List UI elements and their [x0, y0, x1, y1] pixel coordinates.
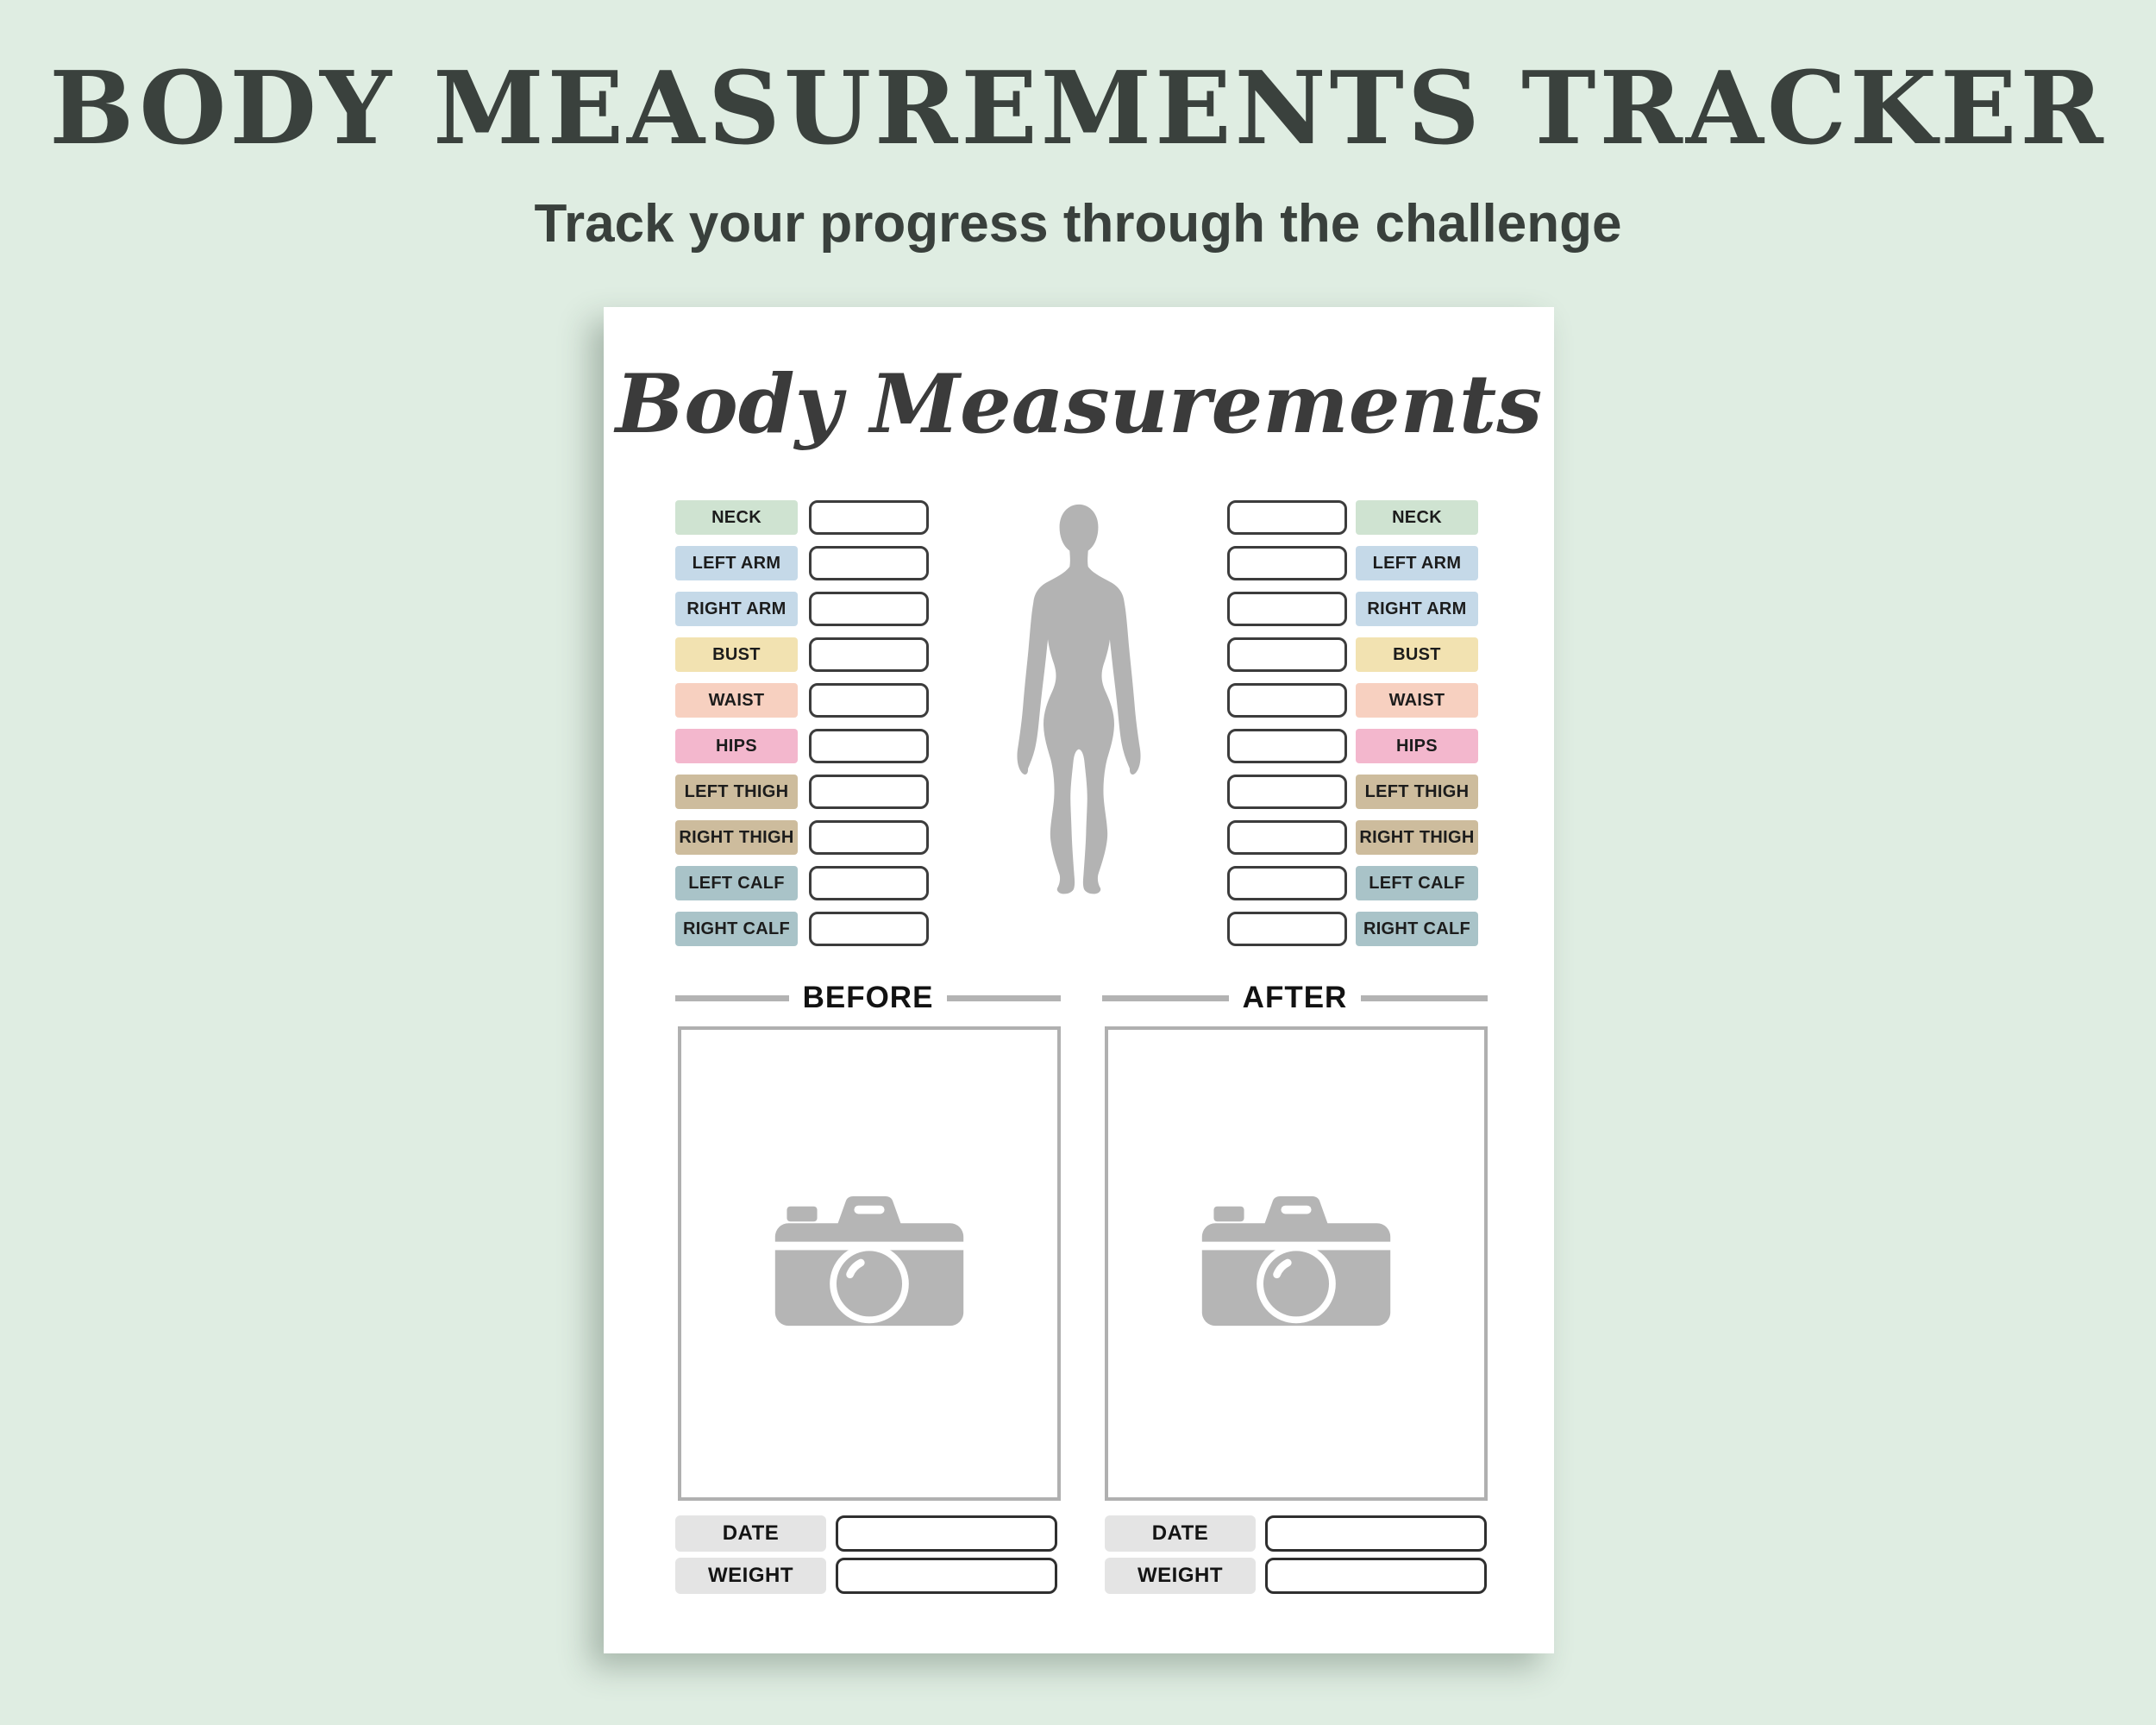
measurement-input[interactable] [809, 683, 929, 718]
measurement-row: RIGHT ARM [1227, 592, 1482, 626]
measurement-row: NECK [1227, 500, 1482, 535]
measurement-row: RIGHT CALF [675, 912, 931, 946]
measurement-label: RIGHT CALF [1356, 912, 1478, 946]
measurement-label: NECK [1356, 500, 1478, 535]
before-weight-input[interactable] [836, 1558, 1057, 1594]
after-photo-placeholder[interactable] [1105, 1026, 1488, 1501]
date-label: DATE [1105, 1515, 1256, 1552]
measurement-row: HIPS [1227, 729, 1482, 763]
measurement-label: HIPS [675, 729, 798, 763]
measurement-input[interactable] [1227, 820, 1347, 855]
measurement-row: NECK [675, 500, 931, 535]
measurement-input[interactable] [809, 500, 929, 535]
measurement-row: BUST [675, 637, 931, 672]
camera-icon [768, 1196, 970, 1327]
before-section-header: BEFORE [675, 981, 1062, 1015]
page-subtitle: Track your progress through the challeng… [534, 194, 1622, 254]
measurement-row: BUST [1227, 637, 1482, 672]
sheet-title: Body Measurements [615, 357, 1543, 452]
measurement-row: RIGHT THIGH [675, 820, 931, 855]
measurement-input[interactable] [1227, 637, 1347, 672]
measurement-input[interactable] [1227, 912, 1347, 946]
measurement-row: WAIST [675, 683, 931, 718]
measurement-label: BUST [675, 637, 798, 672]
measurement-row: HIPS [675, 729, 931, 763]
measurement-label: RIGHT THIGH [1356, 820, 1478, 855]
measurement-input[interactable] [809, 637, 929, 672]
measurement-input[interactable] [809, 729, 929, 763]
after-weight-input[interactable] [1265, 1558, 1487, 1594]
measurement-row: LEFT THIGH [1227, 775, 1482, 809]
before-photo-placeholder[interactable] [678, 1026, 1061, 1501]
measurement-row: RIGHT THIGH [1227, 820, 1482, 855]
date-label: DATE [675, 1515, 826, 1552]
measurement-row: RIGHT ARM [675, 592, 931, 626]
measurement-label: WAIST [1356, 683, 1478, 718]
measurements-column-left: NECK LEFT ARM RIGHT ARM BUST WAIST [675, 500, 931, 957]
weight-label: WEIGHT [1105, 1558, 1256, 1594]
measurement-input[interactable] [809, 912, 929, 946]
measurement-label: LEFT CALF [675, 866, 798, 900]
measurement-row: LEFT CALF [1227, 866, 1482, 900]
female-body-silhouette-icon [1017, 504, 1141, 894]
before-date-input[interactable] [836, 1515, 1057, 1552]
measurement-input[interactable] [809, 592, 929, 626]
page-title: BODY MEASUREMENTS TRACKER [49, 50, 2107, 167]
measurements-column-right: NECK LEFT ARM RIGHT ARM BUST WAIST [1227, 500, 1482, 957]
measurement-row: LEFT ARM [675, 546, 931, 580]
measurement-input[interactable] [809, 775, 929, 809]
measurement-input[interactable] [809, 866, 929, 900]
measurement-label: NECK [675, 500, 798, 535]
measurement-label: LEFT THIGH [675, 775, 798, 809]
divider-line [1361, 994, 1488, 1001]
measurement-label: LEFT ARM [675, 546, 798, 580]
after-date-input[interactable] [1265, 1515, 1487, 1552]
measurement-row: RIGHT CALF [1227, 912, 1482, 946]
tracker-sheet: Body Measurements NECK LEFT ARM RIGHT AR… [604, 307, 1554, 1653]
measurement-label: HIPS [1356, 729, 1478, 763]
divider-line [1102, 994, 1229, 1001]
measurement-input[interactable] [1227, 683, 1347, 718]
before-weight-row: WEIGHT [675, 1558, 1057, 1594]
measurement-input[interactable] [1227, 775, 1347, 809]
measurement-input[interactable] [809, 546, 929, 580]
weight-label: WEIGHT [675, 1558, 826, 1594]
measurement-row: LEFT CALF [675, 866, 931, 900]
measurement-input[interactable] [1227, 546, 1347, 580]
camera-icon [1195, 1196, 1397, 1327]
divider-line [947, 994, 1062, 1001]
measurement-label: RIGHT CALF [675, 912, 798, 946]
before-date-row: DATE [675, 1515, 1057, 1552]
measurement-input[interactable] [1227, 729, 1347, 763]
after-label: AFTER [1242, 981, 1348, 1014]
measurement-label: LEFT ARM [1356, 546, 1478, 580]
after-section-header: AFTER [1102, 981, 1488, 1015]
before-label: BEFORE [802, 981, 934, 1014]
measurement-input[interactable] [1227, 500, 1347, 535]
measurement-label: RIGHT ARM [1356, 592, 1478, 626]
measurement-label: WAIST [675, 683, 798, 718]
after-weight-row: WEIGHT [1105, 1558, 1487, 1594]
measurement-label: RIGHT ARM [675, 592, 798, 626]
divider-line [675, 994, 789, 1001]
measurement-label: RIGHT THIGH [675, 820, 798, 855]
measurement-input[interactable] [1227, 866, 1347, 900]
measurement-row: LEFT THIGH [675, 775, 931, 809]
measurement-input[interactable] [809, 820, 929, 855]
measurement-row: LEFT ARM [1227, 546, 1482, 580]
measurement-label: BUST [1356, 637, 1478, 672]
measurement-row: WAIST [1227, 683, 1482, 718]
measurement-input[interactable] [1227, 592, 1347, 626]
measurement-label: LEFT CALF [1356, 866, 1478, 900]
after-date-row: DATE [1105, 1515, 1487, 1552]
measurement-label: LEFT THIGH [1356, 775, 1478, 809]
